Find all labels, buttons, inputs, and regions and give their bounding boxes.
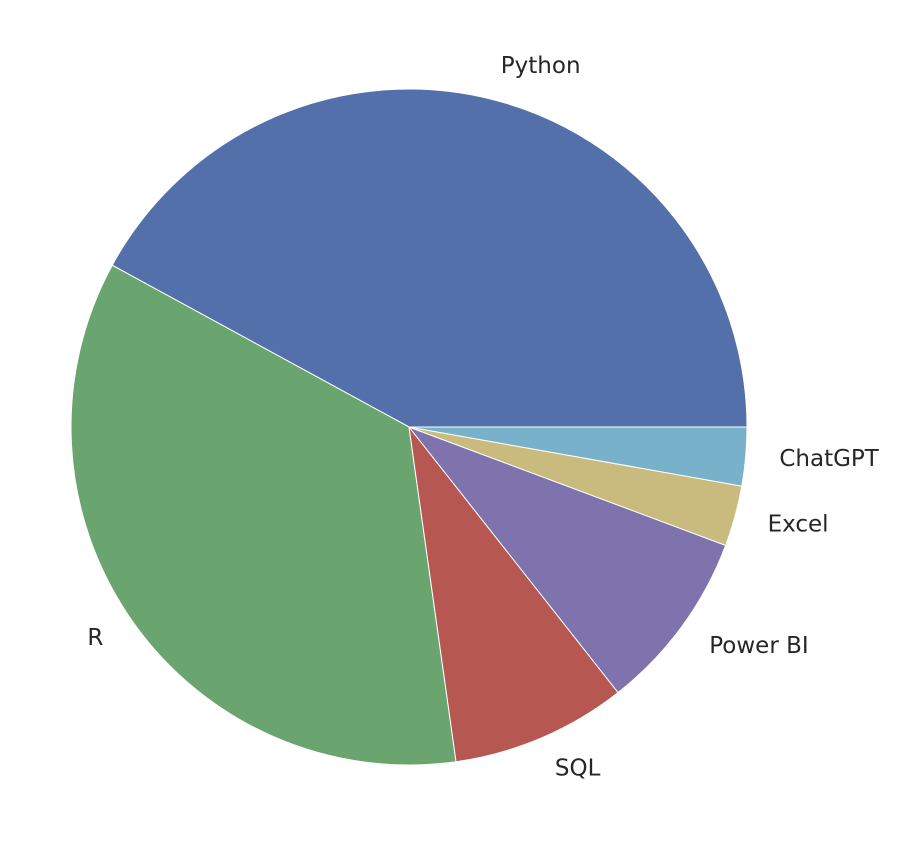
pie-slices	[70, 88, 748, 766]
pie-label-chatgpt: ChatGPT	[779, 446, 879, 472]
pie-slice-power-bi	[408, 426, 727, 694]
pie-slice-r	[70, 264, 457, 766]
pie-label-sql: SQL	[555, 755, 601, 781]
pie-label-excel: Excel	[768, 512, 829, 538]
pie-label-r: R	[87, 625, 103, 651]
pie-labels: Python R SQL Power BI Excel ChatGPT	[87, 53, 879, 781]
pie-slice-chatgpt	[408, 426, 748, 487]
pie-label-power-bi: Power BI	[709, 633, 808, 659]
pie-label-python: Python	[501, 53, 581, 79]
pie-slice-python	[111, 88, 748, 428]
pie-slice-sql	[408, 426, 619, 763]
